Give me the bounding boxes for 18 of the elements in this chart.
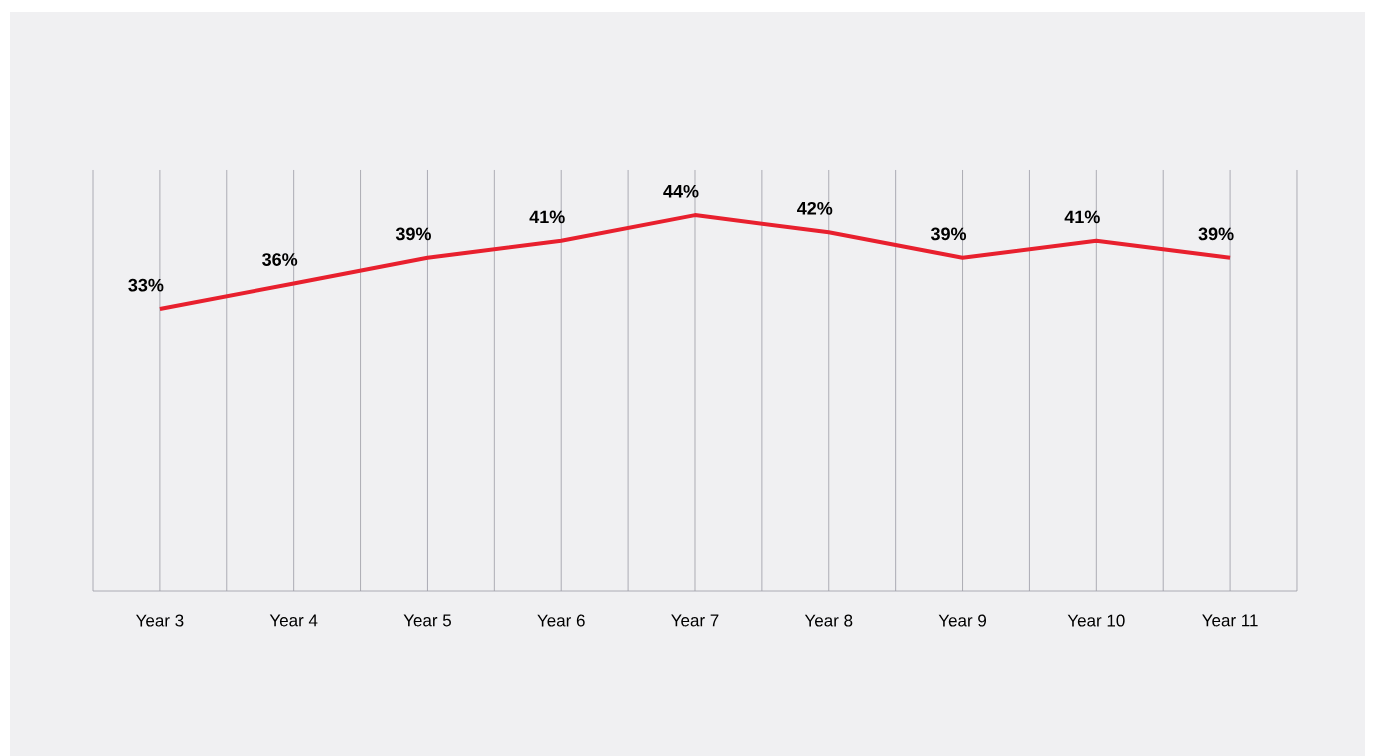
data-label: 41% [1064, 210, 1100, 224]
x-tick-label: Year 9 [938, 614, 986, 627]
data-label: 36% [262, 253, 298, 266]
data-label: 39% [1198, 227, 1234, 241]
data-label: 39% [930, 227, 967, 241]
data-label: 39% [395, 227, 431, 241]
data-label: 33% [128, 278, 164, 292]
data-label: 42% [797, 201, 833, 215]
x-tick-label: Year 4 [269, 614, 318, 627]
x-tick-label: Year 10 [1067, 614, 1125, 627]
x-tick-label: Year 8 [804, 614, 853, 627]
data-label: 41% [529, 210, 565, 224]
x-tick-label: Year 11 [1202, 614, 1258, 627]
x-tick-label: Year 6 [537, 614, 585, 627]
x-tick-label: Year 7 [671, 614, 719, 627]
data-label: 44% [663, 184, 699, 198]
x-tick-label: Year 5 [403, 614, 451, 627]
x-tick-label: Year 3 [136, 614, 184, 627]
